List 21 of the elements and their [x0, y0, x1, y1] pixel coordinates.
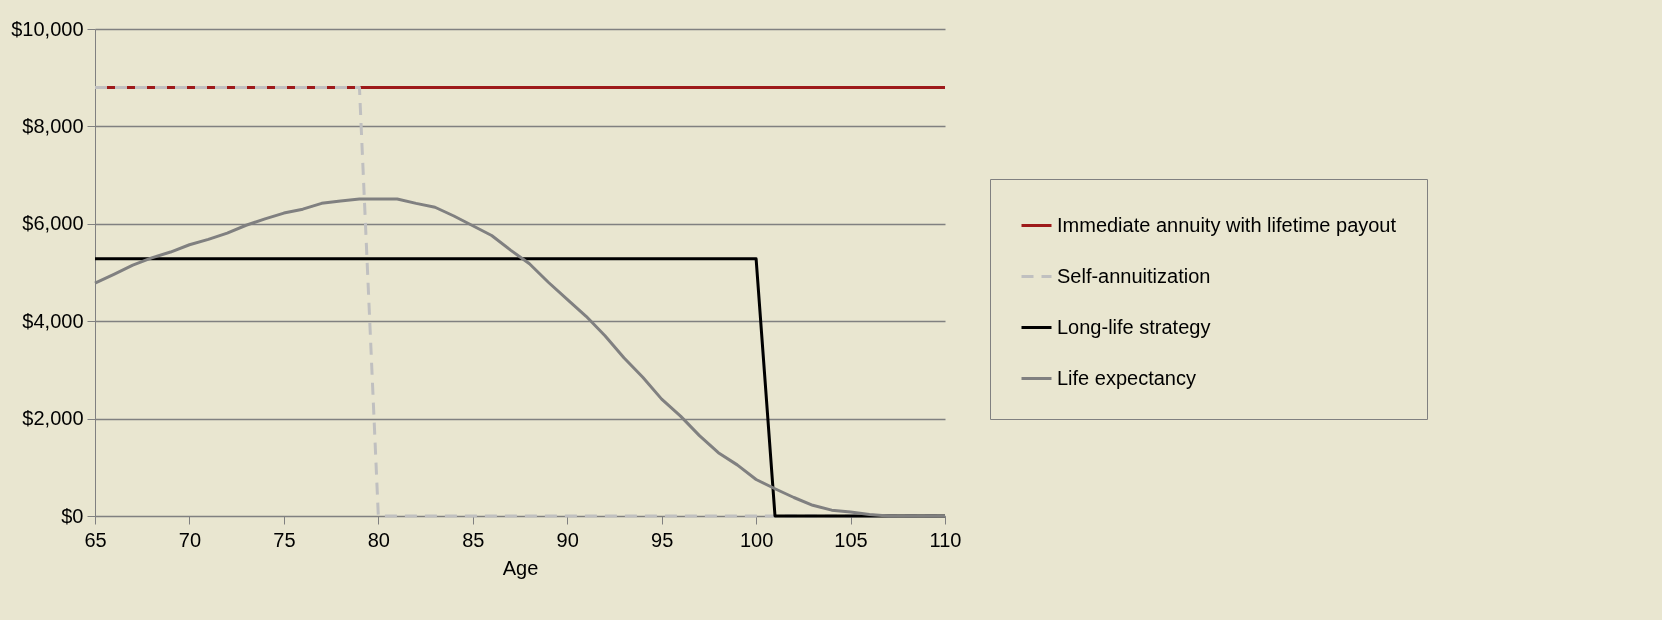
x-tick-label: 105 — [834, 528, 868, 551]
y-tick-label: $6,000 — [22, 212, 84, 235]
y-tick-label: $10,000 — [11, 17, 84, 40]
x-tick-label: 85 — [462, 528, 485, 551]
y-tick-label: $0 — [61, 504, 84, 527]
legend-label: Life expectancy — [1057, 366, 1196, 389]
x-tick-label: 90 — [556, 528, 579, 551]
y-tick-label: $4,000 — [22, 309, 84, 332]
y-tick-label: $8,000 — [22, 114, 84, 137]
x-tick-label: 65 — [84, 528, 107, 551]
x-tick-label: 95 — [651, 528, 674, 551]
x-tick-label: 75 — [273, 528, 296, 551]
x-tick-label: 110 — [929, 528, 962, 551]
x-tick-label: 100 — [739, 528, 774, 551]
legend-label: Long-life strategy — [1057, 315, 1211, 338]
legend-label: Immediate annuity with lifetime payout — [1057, 213, 1397, 236]
x-tick-label: 70 — [178, 528, 202, 551]
x-axis-title: Age — [502, 556, 539, 579]
legend-label: Self-annuitization — [1057, 264, 1211, 287]
x-tick-label: 80 — [367, 528, 390, 551]
y-tick-label: $2,000 — [22, 407, 84, 430]
